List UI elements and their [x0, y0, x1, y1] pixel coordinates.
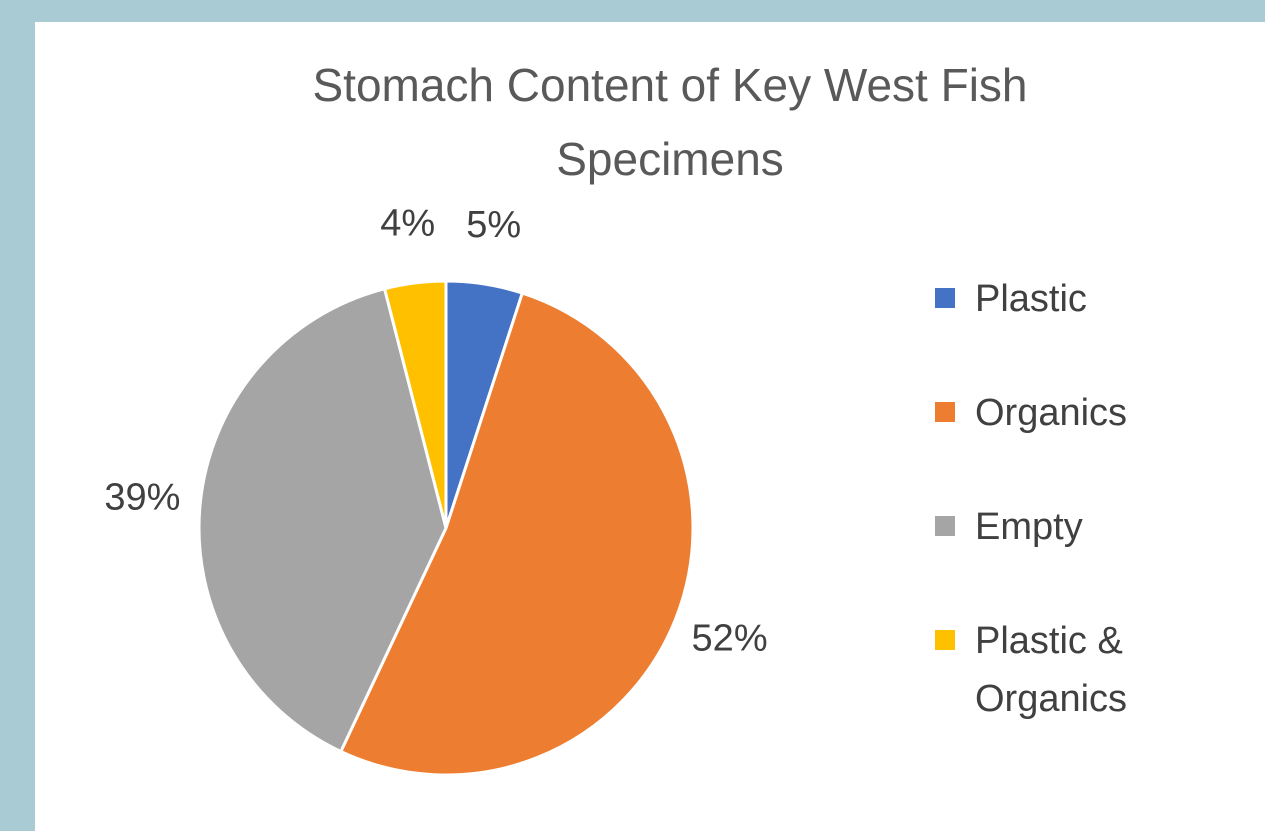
- data-label: 5%: [466, 204, 521, 246]
- legend-label: Organics: [975, 392, 1128, 434]
- data-label: 39%: [104, 476, 180, 518]
- legend-swatch: [935, 288, 955, 308]
- data-label: 4%: [380, 202, 435, 244]
- data-label: 52%: [692, 617, 768, 659]
- legend-swatch: [935, 630, 955, 650]
- pie-slice: [338, 291, 695, 777]
- legend-entry: Empty: [935, 506, 1165, 556]
- legend-swatch: [935, 402, 955, 422]
- legend-swatch: [935, 516, 955, 536]
- chart-title: Stomach Content of Key West Fish Specime…: [312, 59, 1028, 185]
- pie-slice: [382, 279, 448, 529]
- legend-label: Plastic: [975, 278, 1087, 320]
- legend-label: Empty: [975, 506, 1083, 548]
- legend-entry: Organics: [935, 392, 1165, 442]
- legend-entry: Plastic & Organics: [935, 620, 1165, 728]
- legend-label: Plastic & Organics: [975, 620, 1128, 720]
- legend-entry: Plastic: [935, 278, 1165, 328]
- pie-slice: [197, 286, 448, 754]
